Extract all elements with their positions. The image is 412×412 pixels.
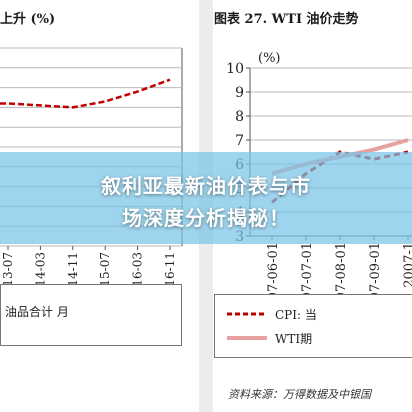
- right-x-tick-label: 2007-1: [402, 242, 412, 288]
- left-legend-label: 油品合计 月: [5, 305, 69, 319]
- right-chart-panel: 图表 27. WTI 油价走势 (%)1098765432007-06-0120…: [200, 0, 412, 412]
- headline-line-1: 叙利亚最新油价表与市: [101, 174, 311, 198]
- source-note: 资料来源：万得数据及中银国: [228, 388, 371, 401]
- legend-label-cpi: CPI: 当: [275, 308, 317, 322]
- left-legend: 油品合计 月: [0, 284, 182, 346]
- right-y-tick-label: 7: [235, 133, 244, 149]
- right-legend: CPI: 当 WTI期: [214, 294, 412, 358]
- right-y-unit: (%): [258, 51, 281, 66]
- headline-line-2: 场深度分析揭秘！: [122, 206, 290, 230]
- right-y-tick-label: 10: [226, 61, 244, 77]
- right-y-tick-label: 8: [235, 109, 244, 125]
- left-chart-title: 上升 (%): [0, 12, 56, 27]
- right-y-tick-label: 9: [235, 85, 244, 101]
- headline-banner: [0, 152, 412, 244]
- legend-label-wti: WTI期: [275, 332, 313, 346]
- left-series-line: [0, 78, 171, 109]
- right-chart-title: 图表 27. WTI 油价走势: [214, 12, 359, 27]
